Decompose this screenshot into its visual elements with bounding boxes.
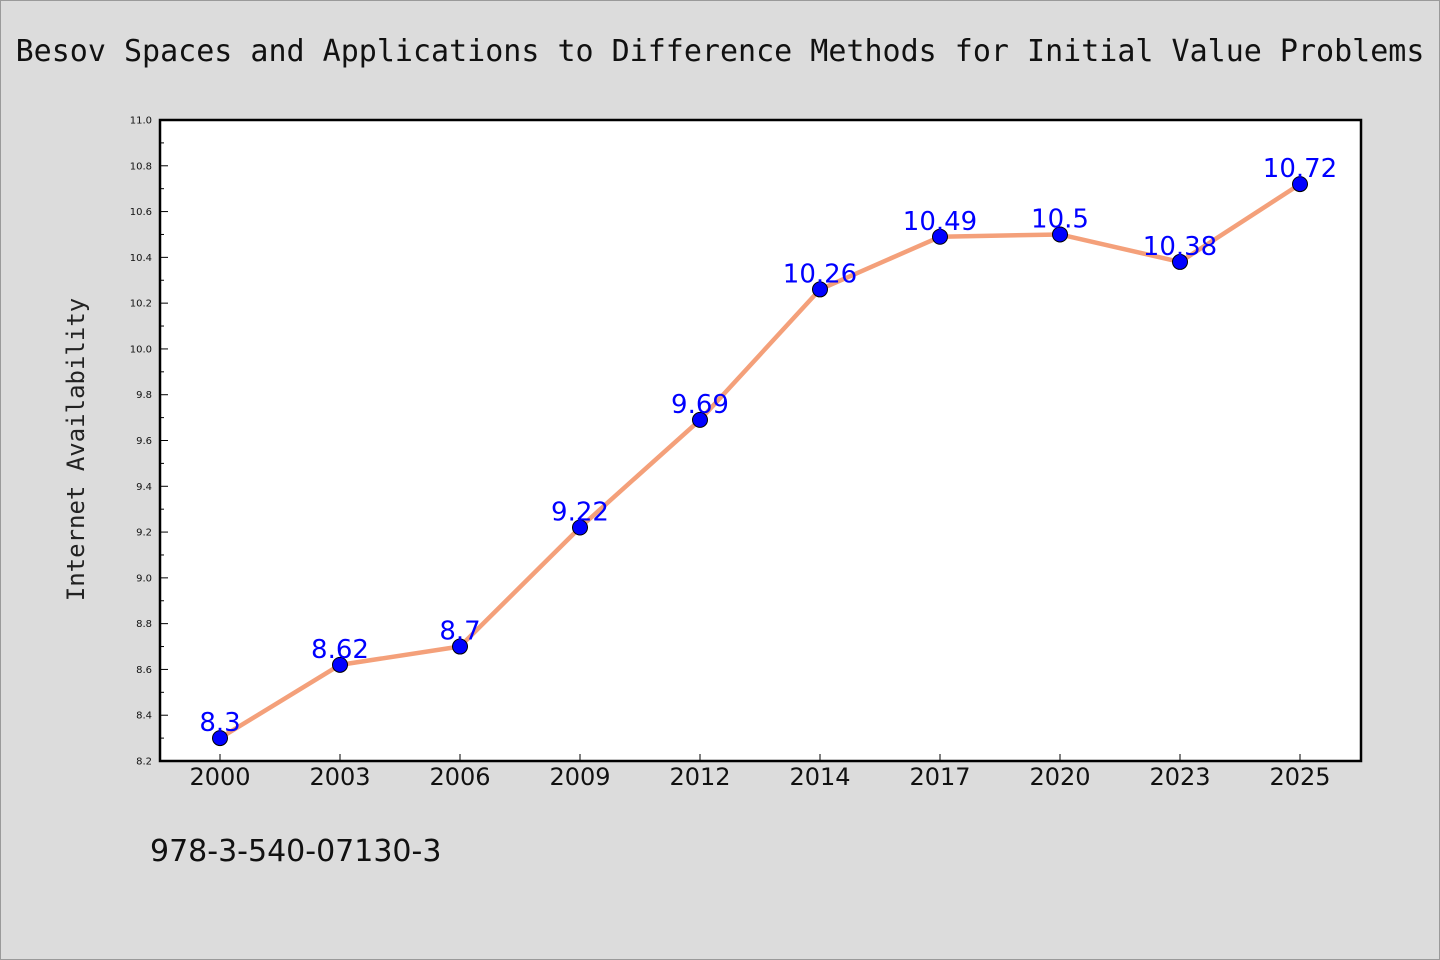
data-label: 10.26: [783, 259, 857, 289]
y-tick-label: 9.2: [136, 528, 152, 539]
data-label: 9.69: [671, 390, 729, 420]
data-point: [452, 638, 468, 655]
data-point: [692, 411, 708, 428]
y-tick-label: 10.8: [130, 161, 152, 172]
data-label: 10.5: [1031, 204, 1089, 234]
y-tick-label: 8.2: [136, 757, 152, 768]
x-tick-label: 2014: [789, 763, 850, 791]
data-label: 10.72: [1263, 154, 1337, 184]
isbn-text: 978-3-540-07130-3: [150, 834, 442, 869]
data-label: 9.22: [551, 497, 609, 527]
plot-frame: [158, 118, 1363, 763]
x-tick-label: 2025: [1269, 763, 1330, 791]
y-axis-label: Internet Availability: [62, 298, 90, 601]
y-tick-label: 10.6: [130, 207, 152, 218]
series-line: [217, 181, 1303, 741]
data-point: [1052, 226, 1068, 243]
x-tick-label: 2020: [1029, 763, 1090, 791]
x-tick-label: 2023: [1149, 763, 1210, 791]
data-point: [812, 281, 828, 298]
data-label: 10.38: [1143, 232, 1217, 262]
x-tick-label: 2017: [909, 763, 970, 791]
x-tick-label: 2006: [429, 763, 490, 791]
data-point: [572, 519, 588, 536]
y-tick-label: 9.4: [136, 482, 152, 493]
y-tick-label: 8.6: [136, 665, 152, 676]
y-tick-label: 9.0: [136, 573, 152, 584]
y-tick-label: 9.6: [136, 436, 152, 447]
x-tick-label: 2003: [309, 763, 370, 791]
x-tick-label: 2012: [669, 763, 730, 791]
y-tick-label: 8.4: [136, 711, 152, 722]
chart-title: Besov Spaces and Applications to Differe…: [15, 34, 1425, 69]
data-label: 8.7: [439, 617, 480, 647]
x-tick-label: 2009: [549, 763, 610, 791]
data-label: 8.3: [199, 708, 240, 738]
y-tick-label: 10.0: [130, 344, 152, 355]
data-label: 8.62: [311, 635, 369, 665]
y-tick-label: 9.8: [136, 390, 152, 401]
plot-area: 8.2 8.4 8.6 8.8 9.0 9.2 9.4 9.6 9.8 10.0 10.2 10.4 1…: [62, 116, 1363, 791]
y-tick-label: 8.8: [136, 619, 152, 630]
data-point: [212, 730, 228, 747]
data-point: [1292, 176, 1308, 193]
data-point: [332, 656, 348, 673]
data-point: [932, 228, 948, 245]
y-tick-label: 11.0: [130, 116, 152, 127]
x-tick-label: 2000: [189, 763, 250, 791]
y-tick-label: 10.4: [130, 253, 152, 264]
data-point: [1172, 253, 1188, 270]
y-tick-label: 10.2: [130, 299, 152, 310]
data-label: 10.49: [903, 207, 977, 237]
